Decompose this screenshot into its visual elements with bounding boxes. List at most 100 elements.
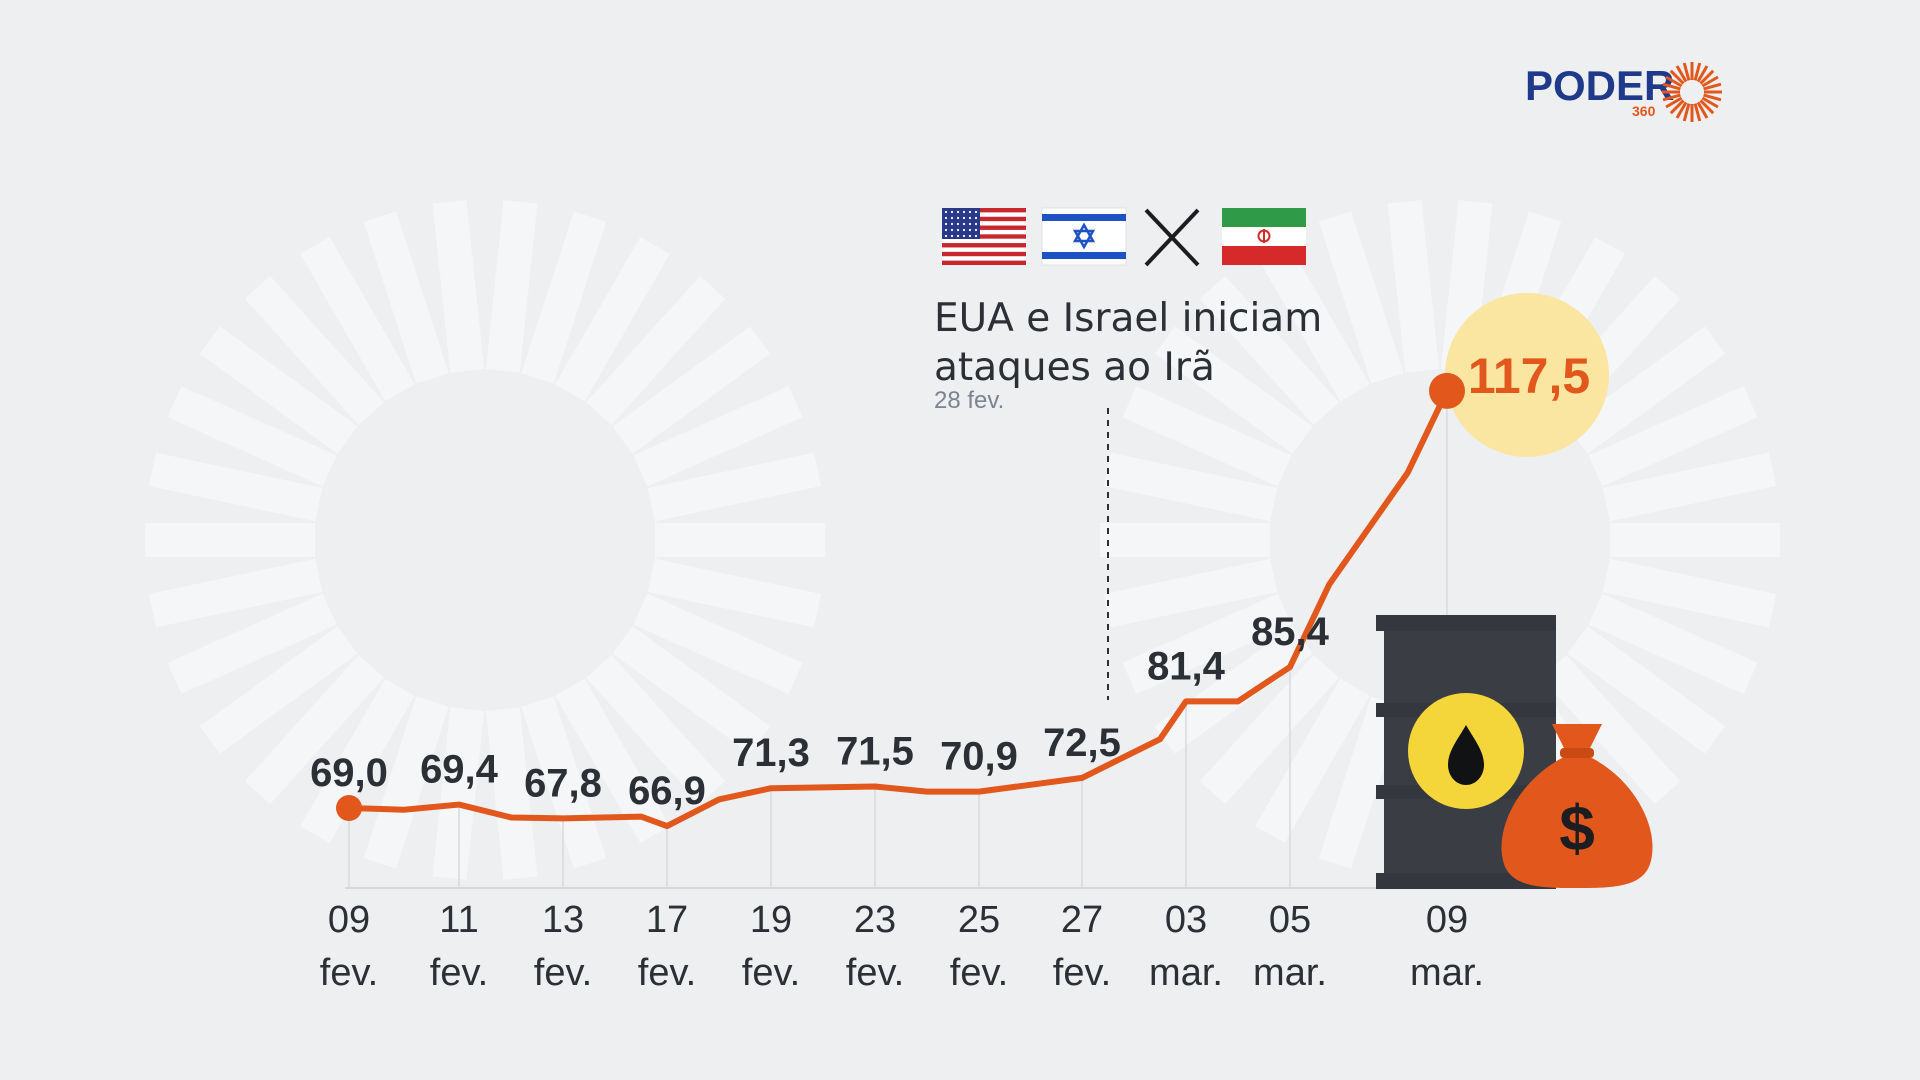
logo-ray	[1693, 62, 1702, 81]
sunburst-ray	[1255, 237, 1370, 402]
sunburst-ray	[485, 200, 538, 373]
data-label: 72,5	[1043, 721, 1121, 765]
logo-wordmark: PODER	[1525, 62, 1674, 109]
tick-label-day: 19	[750, 899, 792, 941]
sunburst-ray	[586, 275, 726, 426]
sunburst-ray	[586, 654, 726, 805]
tick-label-month: fev.	[430, 952, 488, 994]
tick-label-day: 25	[958, 899, 1000, 941]
israel-flag-icon	[1041, 207, 1127, 266]
highlight-value-label: 117,5	[1468, 348, 1590, 404]
sunburst-ray	[633, 593, 803, 694]
annotation-date: 28 fev.	[934, 387, 1004, 414]
logo-ray	[1675, 101, 1688, 119]
sunburst-ray	[521, 211, 607, 384]
sunburst-ray	[1199, 275, 1339, 426]
logo-ray	[1665, 75, 1683, 88]
tick-label-day: 27	[1061, 899, 1103, 941]
sunburst-ray	[1103, 558, 1278, 628]
sunburst-ray	[633, 386, 803, 487]
logo-ray	[1675, 65, 1688, 83]
sunburst-ray	[1567, 326, 1726, 454]
sunburst-ray	[1588, 386, 1758, 487]
sunburst-ray	[1387, 200, 1440, 373]
sun-logo-icon	[1662, 62, 1722, 122]
sunburst-ray	[1122, 386, 1292, 487]
series-line	[346, 387, 1450, 830]
sunburst-ray	[244, 275, 384, 426]
sunburst-ray	[1154, 626, 1313, 754]
sunburst-ray	[555, 237, 670, 402]
sunburst-ray	[612, 326, 771, 454]
sunburst-ray	[647, 558, 822, 628]
sunburst-ray	[167, 593, 337, 694]
sunburst-ray	[1318, 696, 1404, 869]
sunburst-ray	[363, 211, 449, 384]
logo-ray	[1662, 82, 1681, 91]
sunburst-ray	[1154, 326, 1313, 454]
data-labels: 69,0 69,4 67,8 66,9 71,3 71,5 70,9 72,5 81,4 85,4	[310, 610, 1330, 813]
logo-ray	[1682, 62, 1691, 81]
tick-label-day: 03	[1165, 899, 1207, 941]
data-label: 70,9	[940, 735, 1018, 779]
tick-label-month: fev.	[950, 952, 1008, 994]
sunburst-ray	[1602, 558, 1777, 628]
versus-x-icon	[1144, 208, 1200, 267]
us-flag-icon	[942, 208, 1026, 265]
sunburst-ray	[244, 654, 384, 805]
sunburst-ray	[1255, 678, 1370, 843]
tick-label-day: 05	[1269, 899, 1311, 941]
data-label: 81,4	[1147, 644, 1226, 688]
tick-label-month: fev.	[1053, 952, 1111, 994]
logo-ray	[1703, 82, 1722, 91]
money-bag-icon: $	[1501, 724, 1653, 888]
sunburst-ray	[521, 696, 607, 869]
dollar-sign-icon: $	[1559, 792, 1595, 864]
data-label: 67,8	[524, 761, 602, 805]
logo-ray	[1696, 101, 1709, 119]
sunburst-ray	[1103, 452, 1278, 522]
oil-drop-icon	[1448, 725, 1484, 785]
sunburst-ray	[432, 707, 485, 880]
sunburst-ray	[1541, 654, 1681, 805]
tick-label-day: 11	[439, 899, 478, 941]
tick-label-month: fev.	[534, 952, 592, 994]
sunburst-ray	[300, 237, 415, 402]
sunburst-ray	[432, 200, 485, 373]
logo-ray	[1693, 103, 1702, 122]
logo-sub: 360	[1632, 103, 1656, 119]
sunburst-ray	[1567, 626, 1726, 754]
sunburst-ray	[1588, 593, 1758, 694]
x-axis-tick-labels: 09 fev. 11 fev. 13 fev. 17 fev. 19 fev. 23 fev. 25 fe…	[320, 899, 1484, 994]
tick-label-month: fev.	[742, 952, 800, 994]
tick-label-month: mar.	[1149, 952, 1223, 994]
tick-label-month: fev.	[638, 952, 696, 994]
logo-ray	[1669, 99, 1685, 115]
tick-label-day: 13	[542, 899, 584, 941]
logo-ray	[1696, 65, 1709, 83]
sunburst-ray	[555, 678, 670, 843]
tick-label-month: mar.	[1410, 952, 1484, 994]
sunburst-ray	[1199, 654, 1339, 805]
logo-ray	[1682, 103, 1691, 122]
sunburst-ray	[485, 707, 538, 880]
logo-ray	[1701, 75, 1719, 88]
sunburst-ray	[300, 678, 415, 843]
logo-ray	[1699, 99, 1715, 115]
logo-ray	[1665, 96, 1683, 109]
data-label: 66,9	[628, 769, 706, 813]
sunburst-ray	[199, 626, 358, 754]
annotation-line-1: EUA e Israel iniciam	[934, 296, 1322, 341]
logo-ray	[1662, 93, 1681, 102]
data-label: 85,4	[1251, 610, 1330, 654]
poder360-logo: PODER 360	[1525, 62, 1722, 122]
sunburst-ray	[363, 696, 449, 869]
sunburst-ray	[1122, 593, 1292, 694]
sunburst-ray	[647, 452, 822, 522]
iran-flag-icon	[1222, 208, 1306, 265]
sunburst-ray	[612, 626, 771, 754]
data-label: 71,3	[732, 731, 810, 775]
sunburst-ray	[1602, 452, 1777, 522]
sunburst-ray	[199, 326, 358, 454]
